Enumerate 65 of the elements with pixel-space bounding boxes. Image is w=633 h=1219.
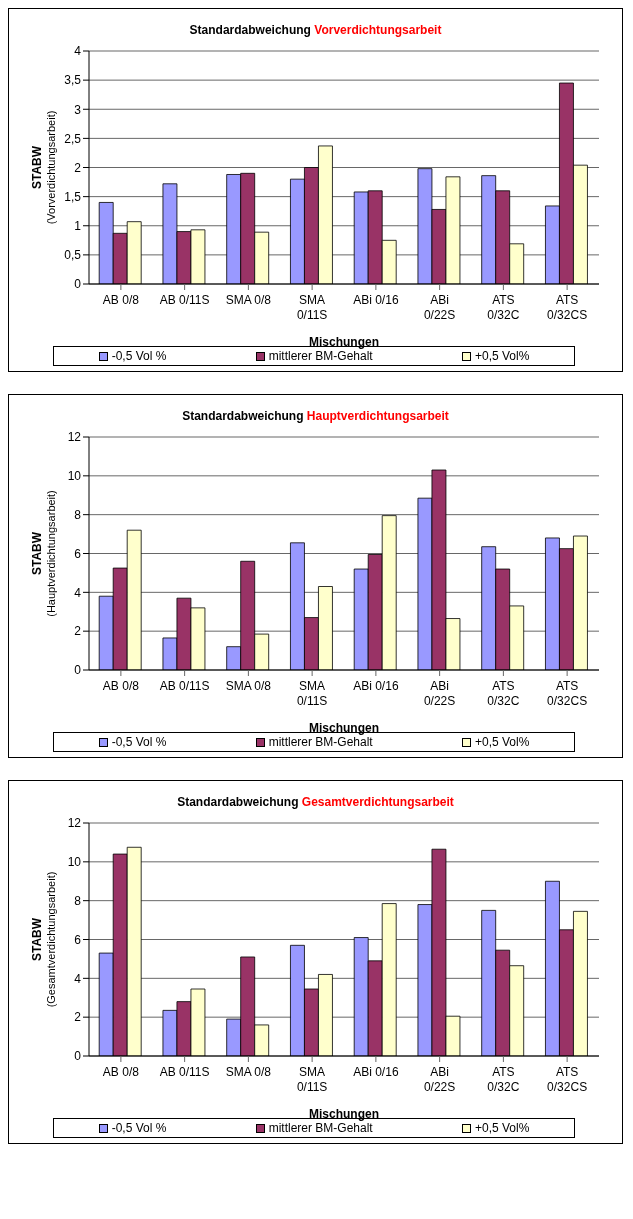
x-axis-title: Mischungen — [308, 1107, 380, 1121]
x-tick-label: ATS 0/32C — [487, 1065, 520, 1094]
x-tick-label: ABi 0/22S — [423, 293, 456, 322]
x-tick-label: AB 0/8 — [102, 293, 140, 307]
legend-label: -0,5 Vol % — [110, 735, 167, 749]
y-tick-label: 3,5 — [64, 73, 82, 88]
x-tick-label: AB 0/8 — [102, 679, 140, 693]
y-tick-label: 6 — [74, 932, 82, 947]
legend-label: -0,5 Vol % — [110, 349, 167, 363]
y-axis-title: STABW (Gesamtverdichtungsarbeit) — [30, 871, 57, 1008]
y-tick-label: 12 — [67, 430, 82, 445]
x-axis-title: Mischungen — [308, 721, 380, 735]
chart-title: Standardabweichung Vorverdichtungsarbeit — [189, 23, 442, 37]
legend-label: -0,5 Vol % — [110, 1121, 167, 1135]
y-tick-label: 4 — [74, 971, 82, 986]
y-tick-label: 0 — [74, 663, 82, 678]
x-tick-label: SMA 0/11S — [296, 679, 328, 708]
y-tick-label: 4 — [74, 44, 82, 59]
y-tick-label: 0 — [74, 277, 82, 292]
x-axis-title: Mischungen — [308, 335, 380, 349]
x-tick-label: ATS 0/32C — [487, 293, 520, 322]
y-tick-label: 2 — [74, 624, 82, 639]
x-tick-label: ATS 0/32CS — [547, 293, 588, 322]
legend-label: +0,5 Vol% — [473, 735, 530, 749]
legend-label: +0,5 Vol% — [473, 1121, 530, 1135]
x-tick-label: AB 0/11S — [159, 1065, 210, 1079]
x-tick-label: ABi 0/22S — [423, 1065, 456, 1094]
x-tick-label: SMA 0/8 — [225, 1065, 272, 1079]
y-tick-label: 4 — [74, 585, 82, 600]
x-tick-label: ATS 0/32C — [487, 679, 520, 708]
y-tick-label: 2 — [74, 1010, 82, 1025]
y-tick-label: 6 — [74, 546, 82, 561]
y-tick-label: 3 — [74, 102, 82, 117]
legend-label: +0,5 Vol% — [473, 349, 530, 363]
x-tick-label: SMA 0/8 — [225, 679, 272, 693]
x-tick-label: ABi 0/22S — [423, 679, 456, 708]
y-tick-label: 2 — [74, 160, 82, 175]
y-tick-label: 1 — [74, 219, 82, 234]
x-tick-label: ATS 0/32CS — [547, 679, 588, 708]
x-tick-label: SMA 0/11S — [296, 1065, 328, 1094]
y-tick-label: 1,5 — [64, 189, 82, 204]
legend-label: mittlerer BM-Gehalt — [267, 349, 373, 363]
x-tick-label: AB 0/11S — [159, 679, 210, 693]
y-axis-title: STABW (Vorverdichtungsarbeit) — [30, 110, 57, 225]
y-tick-label: 2,5 — [64, 131, 82, 146]
x-tick-label: SMA 0/8 — [225, 293, 272, 307]
y-tick-label: 8 — [74, 893, 82, 908]
x-tick-label: SMA 0/11S — [296, 293, 328, 322]
x-tick-label: AB 0/11S — [159, 293, 210, 307]
chart-title: Standardabweichung Gesamtverdichtungsarbeit — [177, 795, 454, 809]
y-tick-label: 0 — [74, 1049, 82, 1064]
y-tick-label: 10 — [67, 855, 82, 870]
y-tick-label: 0,5 — [64, 248, 82, 263]
legend-label: mittlerer BM-Gehalt — [267, 1121, 373, 1135]
legend-label: mittlerer BM-Gehalt — [267, 735, 373, 749]
x-tick-label: ATS 0/32CS — [547, 1065, 588, 1094]
x-tick-label: AB 0/8 — [102, 1065, 140, 1079]
y-tick-label: 8 — [74, 507, 82, 522]
chart-title: Standardabweichung Hauptverdichtungsarbeit — [182, 409, 449, 423]
y-axis-title: STABW (Hauptverdichtungsarbeit) — [30, 490, 57, 617]
x-tick-label: ABi 0/16 — [353, 293, 399, 307]
x-tick-label: ABi 0/16 — [353, 679, 399, 693]
x-tick-label: ABi 0/16 — [353, 1065, 399, 1079]
y-tick-label: 10 — [67, 469, 82, 484]
y-tick-label: 12 — [67, 816, 82, 831]
